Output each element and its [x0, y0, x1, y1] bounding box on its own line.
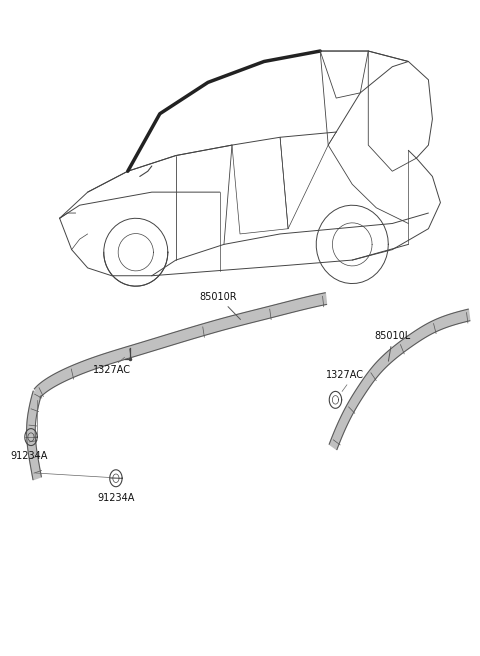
Text: 1327AC: 1327AC [93, 365, 131, 375]
Polygon shape [329, 309, 470, 449]
Polygon shape [35, 293, 326, 398]
Polygon shape [26, 391, 41, 480]
Text: 91234A: 91234A [11, 451, 48, 461]
Text: 85010R: 85010R [200, 292, 240, 319]
Text: 85010L: 85010L [374, 331, 411, 361]
Text: 1327AC: 1327AC [326, 370, 364, 380]
Text: 91234A: 91234A [97, 493, 134, 502]
